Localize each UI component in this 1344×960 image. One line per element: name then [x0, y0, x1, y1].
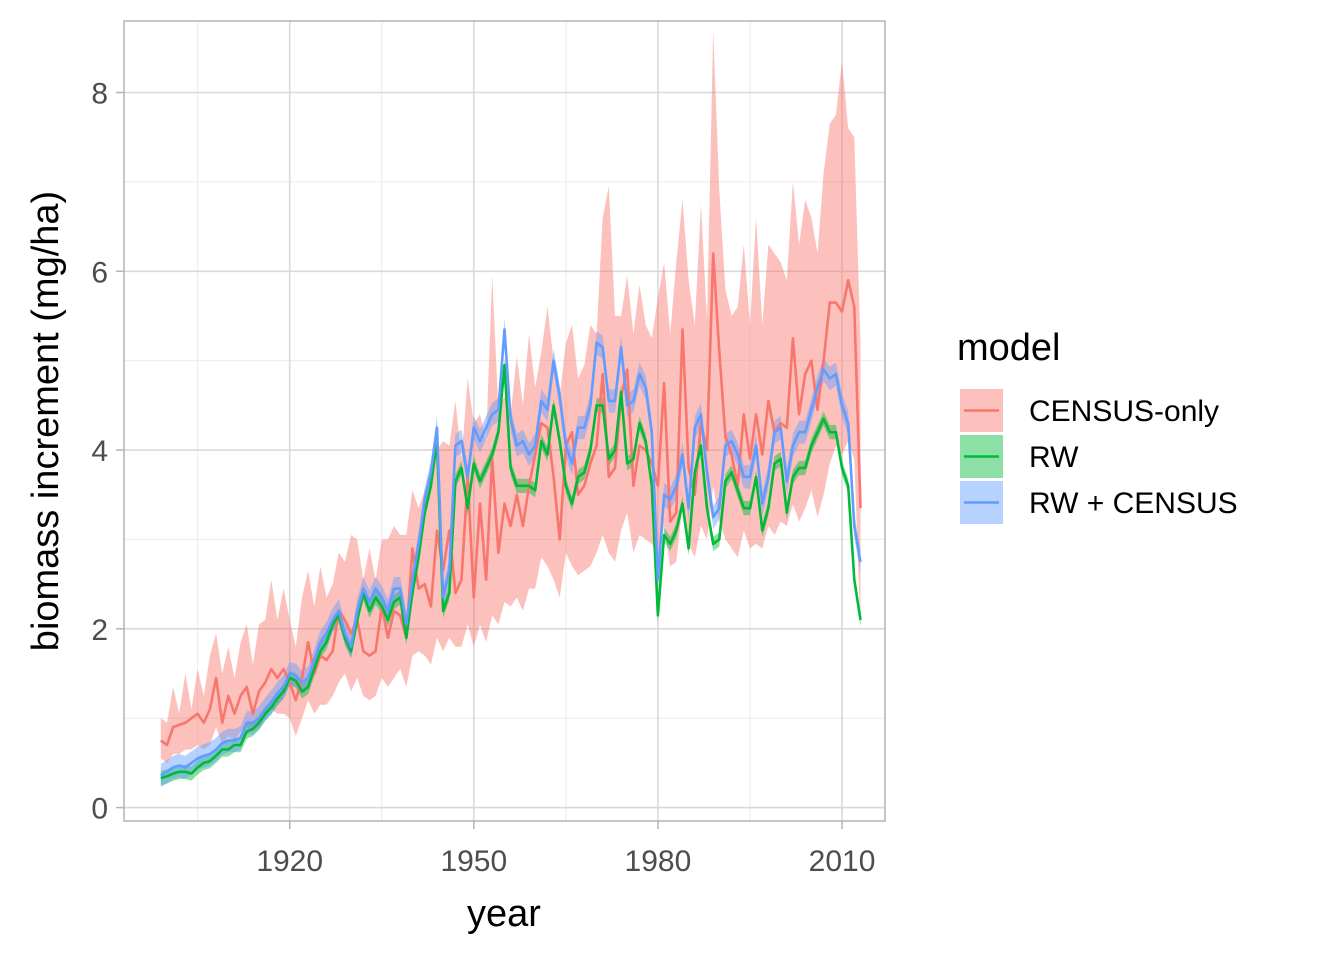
x-tick-label: 1920 — [256, 845, 323, 878]
y-axis: 0 2 4 6 8 — [91, 78, 124, 826]
x-tick-label: 1950 — [440, 845, 507, 878]
x-axis: 1920 1950 1980 2010 — [256, 821, 875, 878]
x-tick-label: 1980 — [625, 845, 692, 878]
y-tick-label: 0 — [91, 793, 108, 826]
x-axis-title: year — [467, 893, 541, 935]
series-lines — [160, 252, 862, 780]
legend-title: model — [957, 327, 1061, 369]
legend-label-census-only: CENSUS-only — [1029, 395, 1219, 428]
legend: model CENSUS-only RW RW + CENSUS — [957, 327, 1238, 524]
major-gridlines — [124, 21, 885, 821]
y-tick-label: 6 — [91, 256, 108, 289]
rw-ribbon — [160, 358, 861, 786]
census-only-ribbon — [160, 29, 861, 763]
plot-panel-border — [123, 20, 886, 822]
y-tick-label: 2 — [91, 614, 108, 647]
y-axis-title: biomass increment (mg/ha) — [25, 191, 67, 651]
rw-line — [160, 363, 862, 780]
legend-label-rw: RW — [1029, 441, 1079, 474]
x-tick-label: 2010 — [809, 845, 876, 878]
y-tick-label: 8 — [91, 78, 108, 111]
legend-label-rw-census: RW + CENSUS — [1029, 487, 1238, 520]
minor-gridlines — [124, 21, 885, 821]
y-tick-label: 4 — [91, 435, 108, 468]
rw-census-line — [160, 328, 862, 777]
